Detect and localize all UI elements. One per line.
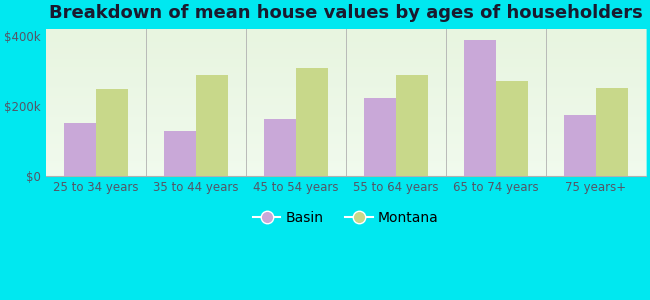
Legend: Basin, Montana: Basin, Montana bbox=[247, 205, 445, 230]
Bar bbox=[296, 68, 328, 176]
Bar bbox=[64, 123, 96, 176]
Bar bbox=[164, 131, 196, 176]
Bar bbox=[264, 119, 296, 176]
Bar bbox=[596, 88, 628, 176]
Bar bbox=[96, 89, 127, 176]
Bar bbox=[196, 75, 228, 176]
Bar bbox=[396, 75, 428, 176]
Bar bbox=[464, 40, 496, 176]
Bar bbox=[364, 98, 396, 176]
Bar bbox=[564, 116, 596, 176]
Bar bbox=[496, 81, 528, 176]
Title: Breakdown of mean house values by ages of householders: Breakdown of mean house values by ages o… bbox=[49, 4, 643, 22]
